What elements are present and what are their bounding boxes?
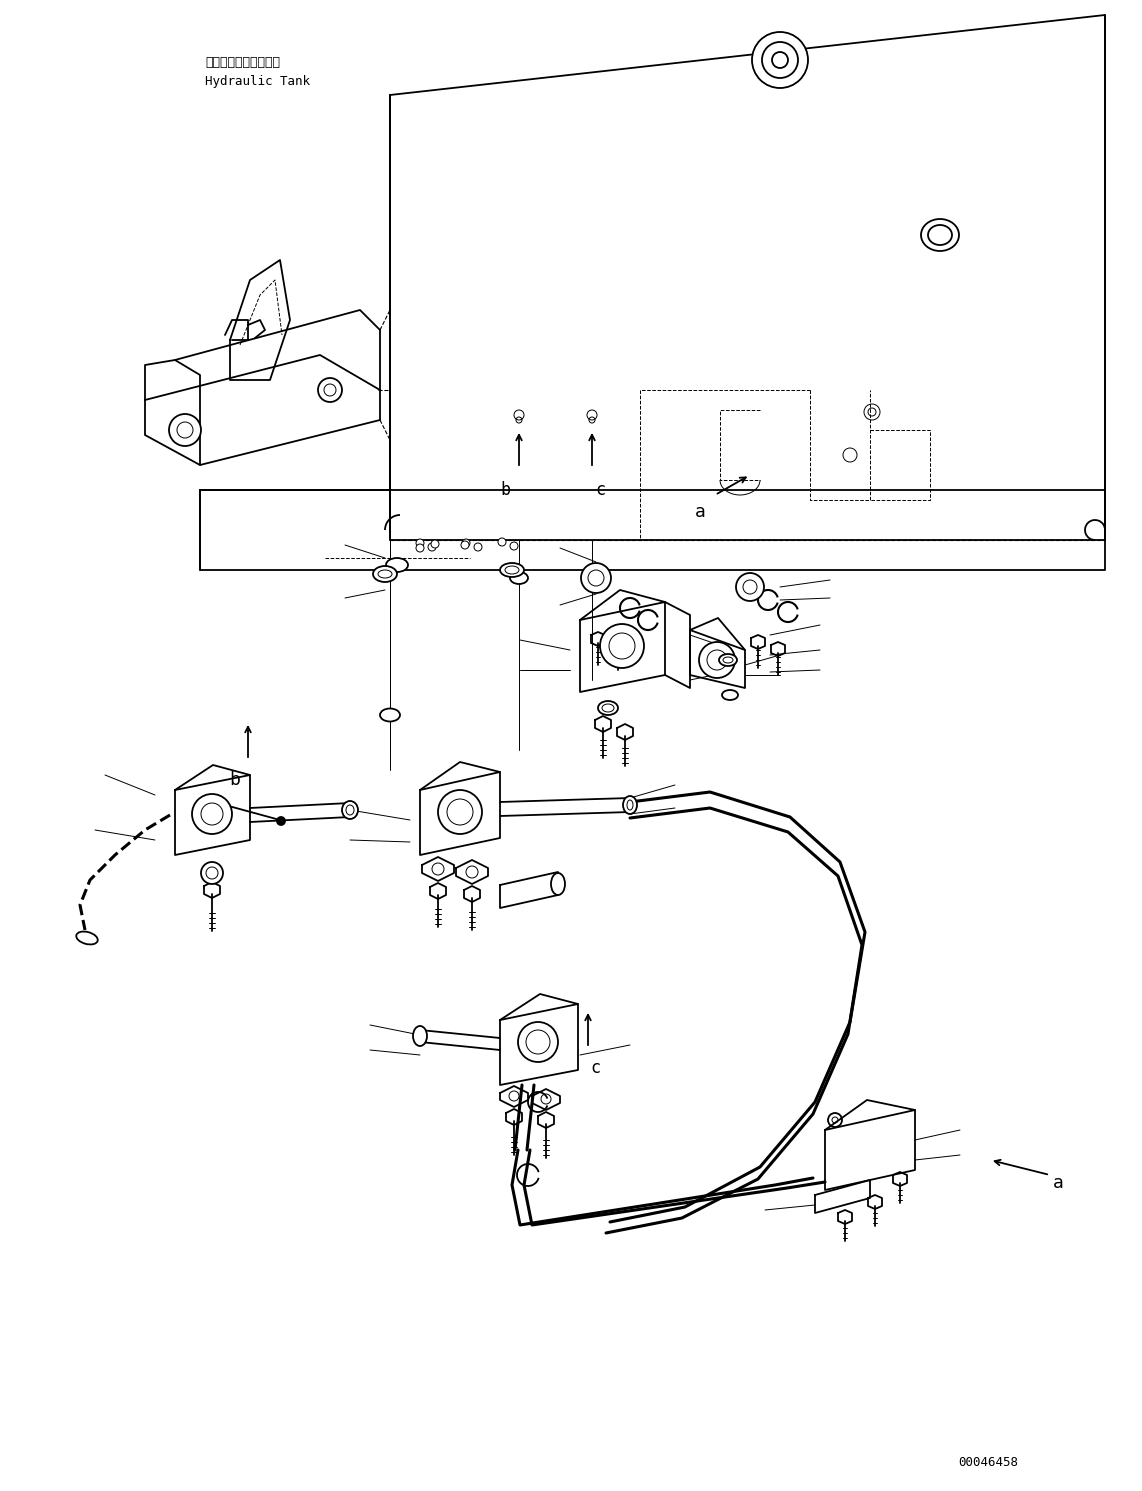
Circle shape <box>510 543 518 550</box>
Circle shape <box>439 790 482 833</box>
Circle shape <box>192 795 232 833</box>
Text: c: c <box>595 482 605 499</box>
Text: ハイドロリックタンク: ハイドロリックタンク <box>206 57 280 70</box>
Ellipse shape <box>719 655 737 666</box>
Circle shape <box>201 862 223 884</box>
Ellipse shape <box>386 558 408 573</box>
Circle shape <box>169 414 201 446</box>
Text: Hydraulic Tank: Hydraulic Tank <box>206 76 309 88</box>
Ellipse shape <box>380 708 400 722</box>
Circle shape <box>463 540 471 547</box>
Ellipse shape <box>598 701 618 716</box>
Circle shape <box>416 544 424 552</box>
Circle shape <box>428 543 436 552</box>
Ellipse shape <box>413 1026 427 1047</box>
Ellipse shape <box>77 932 98 944</box>
Text: a: a <box>694 502 706 520</box>
Circle shape <box>514 410 524 420</box>
Circle shape <box>461 541 469 549</box>
Ellipse shape <box>550 874 565 895</box>
Circle shape <box>431 540 439 549</box>
Ellipse shape <box>928 225 952 245</box>
Circle shape <box>772 52 788 69</box>
Circle shape <box>735 573 764 601</box>
Circle shape <box>518 1021 558 1062</box>
Text: c: c <box>590 1059 600 1077</box>
Ellipse shape <box>500 564 524 577</box>
Ellipse shape <box>341 801 357 819</box>
Circle shape <box>278 817 286 825</box>
Circle shape <box>762 42 798 78</box>
Circle shape <box>587 410 597 420</box>
Circle shape <box>317 379 341 403</box>
Text: a: a <box>1053 1173 1063 1191</box>
Ellipse shape <box>624 796 637 814</box>
Text: b: b <box>500 482 510 499</box>
Ellipse shape <box>722 690 738 699</box>
Circle shape <box>751 31 809 88</box>
Text: b: b <box>230 771 241 789</box>
Ellipse shape <box>920 219 959 250</box>
Circle shape <box>581 564 611 593</box>
Ellipse shape <box>510 573 528 584</box>
Circle shape <box>699 643 735 678</box>
Circle shape <box>498 538 506 546</box>
Circle shape <box>416 540 424 547</box>
Circle shape <box>600 625 644 668</box>
Ellipse shape <box>373 567 397 581</box>
Circle shape <box>474 543 482 552</box>
Text: 00046458: 00046458 <box>958 1455 1018 1469</box>
